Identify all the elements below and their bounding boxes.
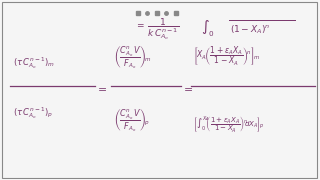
- Text: $\left[\int_0^{X_A}\!\!\left(\dfrac{1+\varepsilon_A X_A}{1-X_A}\right)^{\!n}\!\!: $\left[\int_0^{X_A}\!\!\left(\dfrac{1+\v…: [193, 114, 264, 134]
- Text: $\left[X_A\!\left(\dfrac{1+\varepsilon_A X_A}{1-X_A}\right)^{\!n}\right]_{\!m}$: $\left[X_A\!\left(\dfrac{1+\varepsilon_A…: [194, 44, 260, 68]
- Text: $=$: $=$: [181, 83, 193, 93]
- Text: $\left(\dfrac{C_{A_o}^n\,V}{F_{A_o}}\right)_{\!m}$: $\left(\dfrac{C_{A_o}^n\,V}{F_{A_o}}\rig…: [114, 44, 151, 71]
- Text: $(\tau\,C_{A_o}^{n-1})_m$: $(\tau\,C_{A_o}^{n-1})_m$: [13, 55, 56, 71]
- Text: $=\,\dfrac{1}{k\,C_{A_o}^{n-1}}$: $=\,\dfrac{1}{k\,C_{A_o}^{n-1}}$: [134, 16, 179, 42]
- Text: $(\tau\,C_{A_o}^{n-1})_p$: $(\tau\,C_{A_o}^{n-1})_p$: [13, 105, 54, 121]
- Text: $\int_0$: $\int_0$: [201, 19, 215, 39]
- Text: $(1-X_A)^n$: $(1-X_A)^n$: [230, 23, 270, 35]
- Text: $=$: $=$: [95, 83, 107, 93]
- Text: $\left(\dfrac{C_{A_o}^n\,V}{F_{A_o}}\right)_{\!p}$: $\left(\dfrac{C_{A_o}^n\,V}{F_{A_o}}\rig…: [114, 107, 150, 134]
